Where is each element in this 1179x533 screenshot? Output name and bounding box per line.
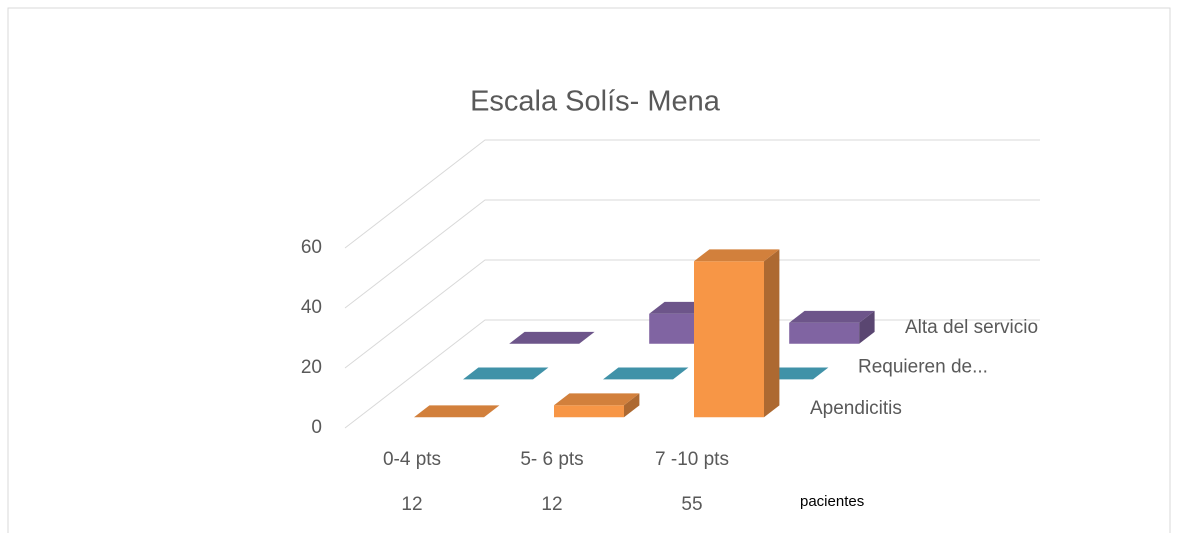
x-tick-label: 0-4 pts bbox=[383, 449, 441, 470]
y-tick-label: 20 bbox=[301, 357, 322, 378]
y-tick-label: 60 bbox=[301, 237, 322, 258]
bar-top bbox=[414, 405, 500, 418]
bar-top bbox=[554, 393, 640, 406]
bar-front bbox=[789, 322, 860, 344]
table-label: pacientes bbox=[800, 493, 864, 510]
bar-top bbox=[694, 249, 780, 262]
bar bbox=[603, 367, 689, 380]
bar-side bbox=[859, 310, 875, 344]
chart-title: Escala Solís- Mena bbox=[470, 86, 721, 118]
x-tick-label: 5- 6 pts bbox=[520, 449, 583, 470]
bar-side bbox=[624, 393, 640, 418]
grid-line bbox=[344, 139, 1040, 249]
bar-top bbox=[463, 367, 549, 380]
bar bbox=[509, 331, 595, 344]
bar bbox=[463, 367, 549, 380]
table-value: 12 bbox=[541, 494, 562, 515]
legend-label: Alta del servicio bbox=[905, 317, 1038, 338]
y-tick-label: 40 bbox=[301, 297, 322, 318]
bar-top bbox=[509, 331, 595, 344]
table-value: 55 bbox=[681, 494, 702, 515]
bar bbox=[789, 310, 875, 344]
x-tick-label: 7 -10 pts bbox=[655, 449, 729, 470]
bar bbox=[694, 249, 780, 418]
bar-top bbox=[603, 367, 689, 380]
bar-front bbox=[554, 405, 624, 418]
legend-label: Requieren de... bbox=[858, 356, 988, 377]
bar-top bbox=[789, 310, 875, 323]
bar-side bbox=[764, 249, 780, 418]
grid-line bbox=[344, 259, 1040, 369]
bar bbox=[554, 393, 640, 418]
legend-label: Apendicitis bbox=[810, 398, 902, 419]
grid-line bbox=[344, 199, 1040, 309]
y-tick-label: 0 bbox=[311, 417, 322, 438]
table-value: 12 bbox=[401, 494, 422, 515]
chart-frame bbox=[7, 7, 1171, 533]
bar bbox=[414, 405, 500, 418]
bar-front bbox=[694, 261, 764, 418]
